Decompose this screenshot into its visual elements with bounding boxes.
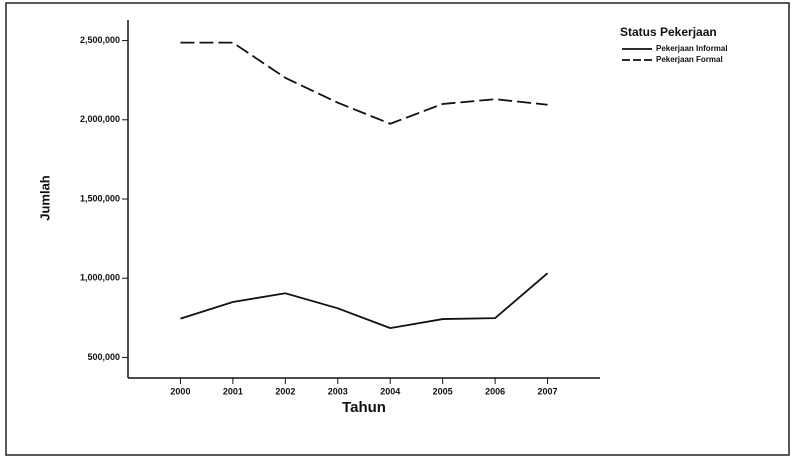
x-axis-title: Tahun (342, 399, 386, 416)
series-line (180, 43, 547, 124)
y-tick-label: 1,500,000 (80, 193, 120, 203)
legend-label: Pekerjaan Formal (656, 55, 723, 64)
y-tick-label: 2,000,000 (80, 114, 120, 124)
y-tick-label: 2,500,000 (80, 35, 120, 45)
y-axis-title: Jumlah (37, 175, 52, 221)
x-tick-label: 2000 (170, 386, 190, 396)
chart: Jumlah Tahun Status Pekerjaan 500,000 1,0… (0, 0, 791, 458)
x-tick-label: 2007 (538, 386, 558, 396)
x-tick-label: 2004 (380, 386, 400, 396)
x-tick-label: 2002 (275, 386, 295, 396)
x-tick-label: 2005 (433, 386, 453, 396)
x-tick-label: 2003 (328, 386, 348, 396)
x-tick-label: 2006 (485, 386, 505, 396)
series-line (180, 273, 547, 328)
legend-label: Pekerjaan Informal (656, 44, 728, 53)
x-tick-label: 2001 (223, 386, 243, 396)
y-tick-label: 1,000,000 (80, 273, 120, 283)
y-tick-label: 500,000 (87, 352, 120, 362)
legend-title: Status Pekerjaan (620, 25, 717, 39)
